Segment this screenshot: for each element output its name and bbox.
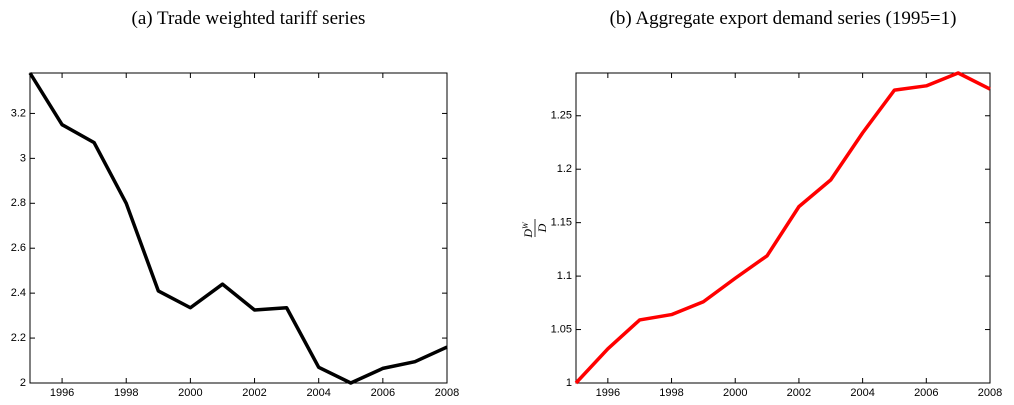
x-tick-label: 2000 — [178, 387, 202, 399]
chart-title: (a) Trade weighted tariff series — [132, 8, 366, 29]
x-tick-label: 1998 — [659, 387, 683, 399]
data-line — [574, 71, 991, 385]
y-tick-label: 1.05 — [551, 323, 572, 335]
x-tick-label: 2002 — [242, 387, 266, 399]
y-label-superscript: W — [521, 221, 530, 229]
x-tick-label: 2006 — [371, 387, 395, 399]
y-tick-label: 2.8 — [11, 197, 26, 209]
x-tick-label: 2004 — [850, 387, 874, 399]
y-tick-label: 2 — [20, 377, 26, 389]
data-line — [28, 72, 448, 385]
y-tick-label: 1.1 — [557, 270, 572, 282]
y-tick-label: 1.15 — [551, 217, 572, 229]
y-label-numerator-base: D — [521, 229, 535, 239]
chart-title: (b) Aggregate export demand series (1995… — [610, 8, 957, 29]
x-tick-label: 2008 — [978, 387, 1002, 399]
x-tick-label: 2006 — [914, 387, 938, 399]
x-tick-label: 1996 — [596, 387, 620, 399]
y-tick-label: 1.25 — [551, 110, 572, 122]
y-tick-label: 1 — [566, 377, 572, 389]
y-tick-label: 3 — [20, 152, 26, 164]
y-tick-label: 2.4 — [11, 287, 26, 299]
y-tick-label: 2.2 — [11, 332, 26, 344]
y-tick-label: 1.2 — [557, 163, 572, 175]
x-tick-label: 1996 — [50, 387, 74, 399]
x-tick-label: 1998 — [114, 387, 138, 399]
y-label-numerator: DW — [521, 221, 535, 239]
y-axis-label: DW D — [521, 219, 549, 239]
y-label-denominator: D — [535, 223, 549, 233]
x-tick-label: 2002 — [787, 387, 811, 399]
x-tick-label: 2004 — [306, 387, 330, 399]
y-tick-label: 3.2 — [11, 107, 26, 119]
x-tick-label: 2008 — [435, 387, 459, 399]
axes-box — [29, 72, 448, 384]
axes-box — [575, 72, 991, 384]
x-tick-label: 2000 — [723, 387, 747, 399]
y-tick-label: 2.6 — [11, 242, 26, 254]
